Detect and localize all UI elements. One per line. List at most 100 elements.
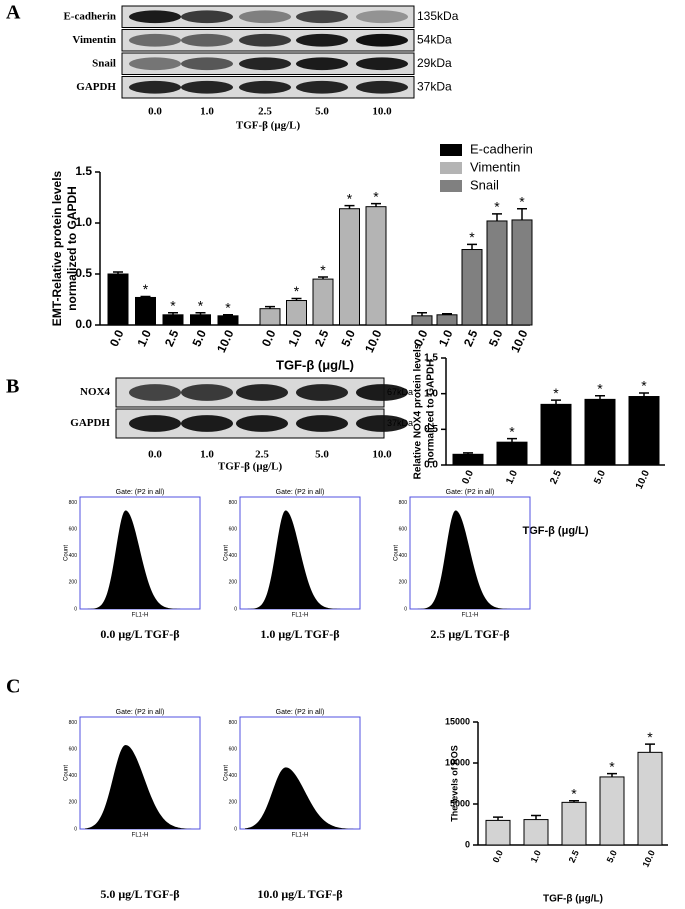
x-tick-label: 0.0 (411, 327, 431, 348)
histogram-y-tick: 800 (229, 720, 238, 726)
bar (599, 776, 625, 846)
blot-band (129, 57, 181, 71)
histogram-y-tick: 0 (234, 826, 237, 832)
x-tick-label: 0.0 (491, 849, 505, 865)
histogram-y-tick: 800 (229, 500, 238, 506)
y-axis-label: The levels of ROS (449, 745, 459, 822)
histogram-ylabel: Count (224, 545, 230, 561)
blot-band (356, 415, 408, 432)
histogram-y-tick: 200 (229, 800, 238, 806)
bar (540, 403, 572, 466)
bar (217, 315, 239, 326)
error-bar (195, 312, 206, 315)
histogram-y-tick: 400 (399, 553, 408, 559)
y-tick-label: 1.0 (75, 215, 92, 229)
lane-label: 10.0 (372, 106, 392, 118)
histogram-y-tick: 400 (69, 773, 78, 779)
histogram-y-tick: 0 (74, 606, 77, 612)
y-tick-label: 0 (465, 839, 470, 849)
error-bar (517, 207, 527, 220)
blot-size: 135kDa (417, 9, 459, 23)
blot-band (296, 57, 348, 71)
blot-row-label: GAPDH (70, 417, 110, 429)
error-bar (417, 312, 427, 316)
histogram-xlabel: FL1-H (132, 613, 149, 619)
significance-marker: * (320, 262, 326, 278)
bar (452, 453, 484, 466)
error-bar (607, 772, 617, 777)
x-tick-label: 2.5 (312, 327, 332, 348)
histogram-y-tick: 400 (229, 553, 238, 559)
x-tick-label: 10.0 (362, 327, 385, 354)
blot-band (296, 33, 348, 47)
blot-band (239, 33, 291, 47)
panel-label: C (6, 676, 20, 698)
histogram-peak (85, 510, 195, 609)
histogram-caption: 0.0 μg/L TGF-β (100, 627, 179, 641)
panel-label: B (6, 376, 19, 398)
y-axis-label: normalized to GAPDH (426, 360, 437, 464)
x-tick-label: 2.5 (567, 849, 581, 865)
blot-band (356, 384, 408, 401)
x-tick-label: 5.0 (189, 327, 209, 348)
x-tick-label: 10.0 (640, 849, 656, 869)
y-tick-label: 0.0 (75, 317, 92, 331)
blot-size: 37kDa (387, 418, 413, 428)
significance-marker: * (143, 281, 149, 297)
gate-label: Gate: (P2 in all) (276, 489, 325, 496)
error-bar (291, 297, 302, 301)
significance-marker: * (609, 758, 615, 774)
y-tick-label: 0.0 (424, 460, 438, 471)
error-bar (168, 312, 178, 315)
significance-marker: * (347, 190, 353, 206)
x-axis-label: TGF-β (μg/L) (543, 894, 603, 905)
bar (436, 314, 458, 326)
gate-label: Gate: (P2 in all) (446, 489, 495, 496)
histogram-ylabel: Count (64, 765, 70, 781)
histogram-y-tick: 600 (399, 527, 408, 533)
blot-size: 29kDa (417, 56, 452, 70)
histogram-xlabel: FL1-H (462, 613, 479, 619)
bar (561, 801, 587, 846)
bar (259, 308, 281, 326)
x-tick-label: 2.5 (461, 327, 481, 348)
x-tick-label: 0.0 (460, 468, 476, 486)
legend-label: E-cadherin (470, 141, 533, 156)
bar (461, 249, 483, 326)
y-tick-label: 1.5 (424, 353, 438, 364)
blot-band (356, 57, 408, 71)
error-bar (493, 816, 503, 821)
panel-label: A (6, 2, 21, 24)
significance-marker: * (494, 199, 500, 215)
significance-marker: * (571, 785, 577, 801)
error-bar (318, 276, 328, 280)
legend-swatch (440, 180, 462, 192)
blot-band (129, 33, 181, 47)
x-tick-label: 1.0 (436, 327, 456, 348)
bar (485, 819, 511, 846)
x-tick-label: 10.0 (634, 468, 652, 491)
blot-band (356, 33, 408, 47)
lane-label: 2.5 (258, 106, 272, 118)
bar (486, 220, 508, 326)
gate-label: Gate: (P2 in all) (116, 489, 165, 496)
legend-swatch (440, 162, 462, 174)
x-tick-label: 5.0 (338, 327, 358, 348)
x-tick-label: 10.0 (508, 327, 531, 354)
error-bar (595, 395, 605, 400)
histogram-y-tick: 200 (69, 800, 78, 806)
lane-label: 5.0 (315, 106, 329, 118)
error-bar (344, 204, 355, 209)
significance-marker: * (647, 729, 653, 745)
histogram-y-tick: 600 (229, 527, 238, 533)
histogram-y-tick: 600 (229, 747, 238, 753)
error-bar (645, 743, 655, 753)
x-tick-label: 2.5 (548, 468, 564, 486)
error-bar (442, 313, 452, 315)
histogram-y-tick: 0 (234, 606, 237, 612)
bar (107, 273, 129, 326)
histogram-peak (245, 510, 355, 609)
lane-label: 1.0 (200, 449, 214, 461)
blot-band (239, 57, 291, 71)
legend-label: Vimentin (470, 159, 520, 174)
